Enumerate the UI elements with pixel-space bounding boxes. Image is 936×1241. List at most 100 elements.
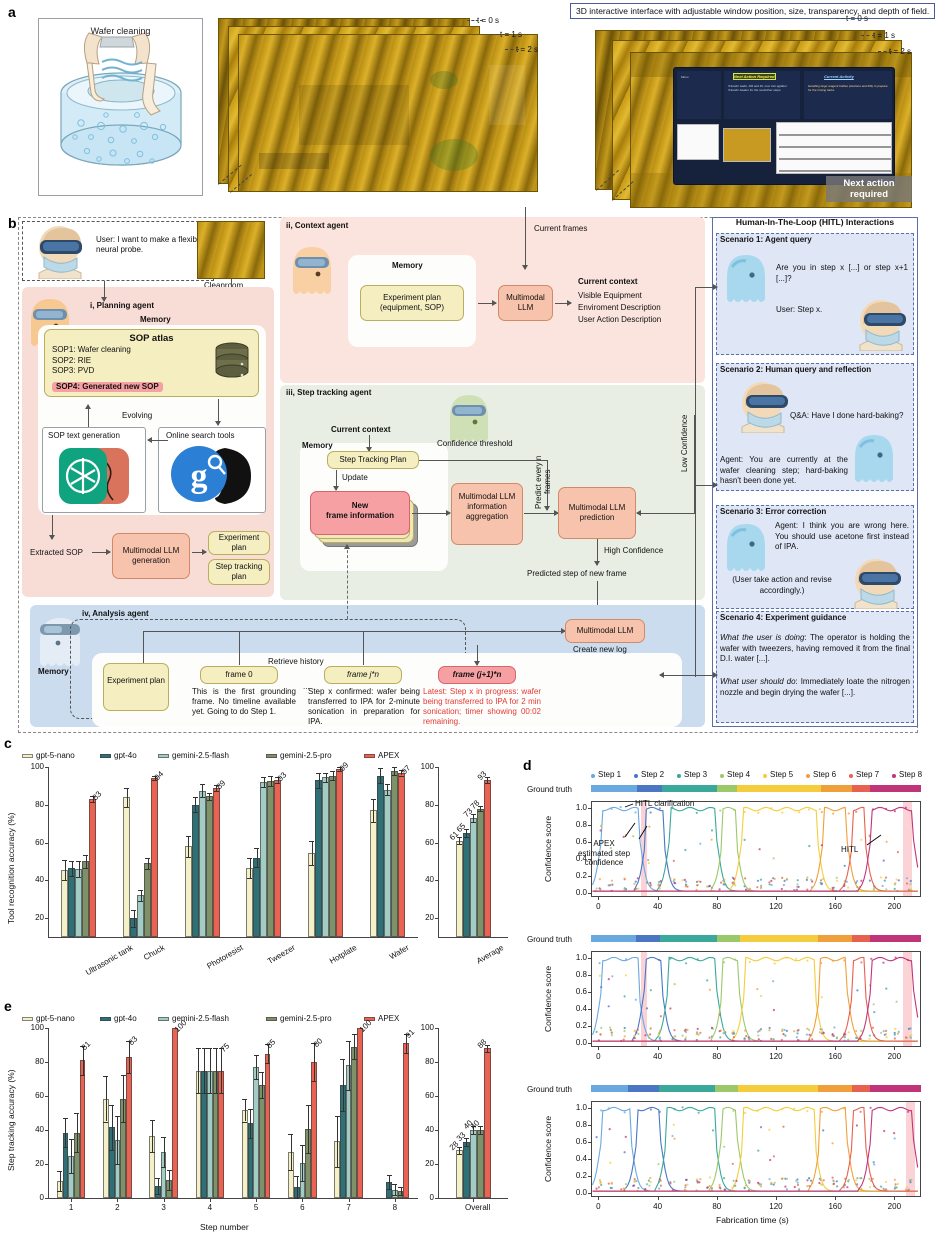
bar-7-3 [397, 1191, 404, 1198]
scatter-point [710, 1187, 714, 1190]
scatter-point [872, 1161, 875, 1164]
bar-2-4 [212, 787, 220, 937]
scatter-point [718, 1013, 721, 1016]
vr-menu-pane[interactable]: Menu [677, 71, 721, 119]
scatter-point [625, 958, 628, 961]
legend-swatch-0 [22, 1017, 33, 1021]
errorcap-top-5-4 [398, 769, 404, 771]
d-ytick-0-5 [588, 807, 591, 809]
scatter-point [672, 880, 675, 883]
vr-log-table[interactable] [776, 122, 892, 174]
errorbar-4-2 [325, 772, 327, 783]
errorbar-5-4 [401, 769, 403, 776]
errorcap-top-6-1 [340, 1058, 346, 1060]
d-ytick-2-0 [588, 1192, 591, 1194]
scatter-point [637, 1186, 640, 1190]
bar-1-3 [120, 1098, 126, 1198]
d-ytick-0-0 [588, 892, 591, 894]
legend-label-4: APEX [378, 1014, 400, 1023]
errorbar-4-3 [261, 1072, 263, 1098]
errorcap-bot-7-3 [398, 1195, 404, 1197]
scatter-point [806, 1110, 809, 1113]
scatter-point [611, 975, 614, 978]
errorcap-bot-1-0 [103, 1121, 109, 1123]
errorcap-top-4-4 [337, 767, 342, 768]
bar-3-4 [218, 1070, 225, 1198]
errorbar-1-4 [128, 1040, 130, 1074]
scatter-point [681, 1106, 684, 1109]
vr-next-action-body: Transfer wafer, IPA and DI, over into ag… [728, 84, 788, 92]
panel-d-subplot-1: Ground truth 0.0 0.2 0.4 0.6 0.8 1.0 Confidence… [515, 781, 936, 929]
bar-0-3 [476, 808, 484, 937]
scenario-4-title: Scenario 4: Experiment guidance [720, 613, 847, 622]
scatter-point [893, 1037, 896, 1040]
scatter-point [868, 1037, 871, 1040]
scatter-point [759, 1126, 763, 1129]
bar-0-4 [483, 780, 491, 937]
current-context-label-iii: Current context [331, 425, 391, 434]
y-ticklabel-0: 20 [35, 913, 44, 923]
scatter-point [607, 1182, 610, 1185]
panel-a-letter: a [8, 4, 16, 20]
scatter-point [608, 1128, 611, 1131]
aggregation-box: Multimodal LLM information aggregation [451, 483, 523, 545]
scatter-point [748, 887, 751, 890]
d-yticklabel-2-2: 0.4 [575, 1153, 587, 1163]
scatter-point [695, 888, 698, 891]
arrow-llm-to-context [555, 300, 572, 306]
scatter-point [696, 1181, 699, 1184]
context-agent-title: ii, Context agent [286, 221, 349, 230]
scatter-point [860, 961, 863, 964]
panel-c: c gpt-5-nano gpt-4o gemini-2.5-flash gemini… [0, 735, 520, 990]
high-confidence-label: High Confidence [604, 546, 664, 555]
errorcap-bot-4-3 [259, 1097, 265, 1099]
scatter-point [644, 1188, 647, 1191]
errorbar-3-0 [198, 1048, 200, 1093]
errorcap-top-5-2 [384, 784, 390, 785]
scatter-point [772, 1155, 775, 1158]
errorcap-bot-6-3 [351, 1059, 357, 1061]
y-ticklabel-0: 0 [39, 1193, 44, 1202]
new-frame-line2: frame information [325, 511, 394, 520]
scatter-point [706, 979, 709, 982]
errorcap-top-4-2 [253, 1055, 259, 1057]
scatter-point [623, 1035, 626, 1038]
scatter-point [770, 1037, 773, 1040]
time-leader-2 [505, 49, 519, 50]
errorcap-top-0-4 [484, 1045, 490, 1046]
errorcap-top-7-3 [398, 1186, 404, 1188]
vr-main-window[interactable]: Menu Next Action Required Transfer wafer… [673, 67, 895, 185]
errorcap-bot-2-1 [155, 1193, 161, 1195]
scatter-point [686, 1028, 689, 1031]
panel-c-main-plot: 20 40 60 80 100 Ultrasonic tank 83 Chuck 94 Photo… [31, 760, 418, 977]
scatter-point [708, 988, 711, 991]
y-tick-0 [45, 918, 48, 920]
vr-camera-preview[interactable] [723, 128, 771, 162]
scatter-point [733, 808, 736, 811]
bar-0-4 [483, 1048, 491, 1198]
scatter-point [708, 1036, 711, 1039]
scatter-point [745, 1035, 748, 1038]
scatter-point [769, 1158, 772, 1162]
scatter-point [768, 1026, 771, 1030]
d-xtick-1-4 [835, 1047, 837, 1050]
vr-doc-panel-left[interactable] [677, 124, 719, 160]
errorcap-bot-0-1 [62, 1147, 68, 1148]
scatter-point [708, 885, 711, 888]
errorcap-bot-5-4 [311, 1080, 317, 1082]
d-yticklabel-1-0: 0.0 [575, 1037, 587, 1047]
errorcap-top-0-3 [477, 805, 483, 807]
sop-text-generation-label: SOP text generation [48, 431, 120, 440]
errorcap-bot-1-1 [109, 1150, 115, 1152]
scatter-point [881, 884, 884, 888]
errorbar-2-4 [216, 784, 218, 791]
y-ticklabel-1: 20 [35, 1159, 44, 1168]
y-tick-3 [45, 804, 48, 806]
bar-4-3 [329, 775, 336, 937]
legend-dot-step-4 [720, 774, 724, 778]
scatter-point [781, 811, 784, 814]
scatter-point [859, 1110, 862, 1113]
scatter-point [686, 1183, 689, 1186]
scatter-point [784, 1177, 787, 1180]
errorcap-top-0-3 [477, 1125, 483, 1127]
